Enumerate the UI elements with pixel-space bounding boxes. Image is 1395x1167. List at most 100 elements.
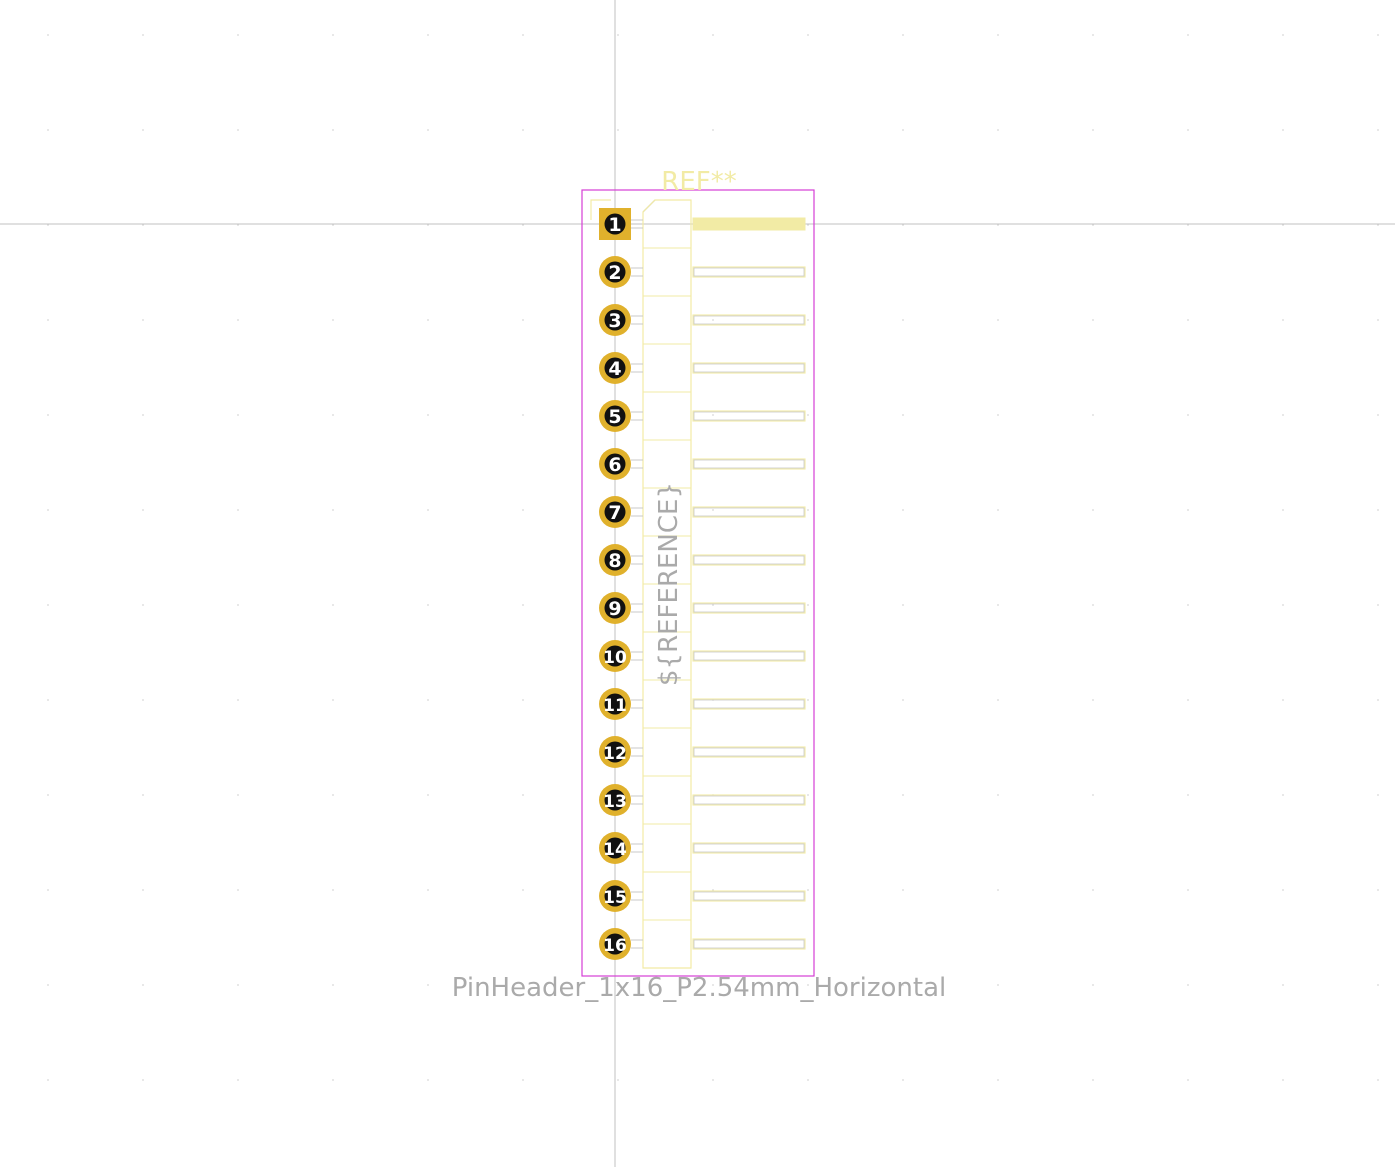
grid-dot [1377,794,1379,796]
pin-lead-fab [693,843,805,853]
grid-dot [807,794,809,796]
grid-dot [142,984,144,986]
pad-drill-hole [604,357,626,379]
courtyard-outline [581,189,815,977]
grid-dot [427,34,429,36]
pad-6[interactable]: 6 [599,448,631,480]
pin-lead-fab [693,363,805,373]
pin-lead [692,650,806,662]
pin-lead [692,314,806,326]
grid-dot [1282,794,1284,796]
pin-lead-fab [693,699,805,709]
pad-number-label: 1 [608,214,621,236]
grid-dot [1187,319,1189,321]
grid-dot [902,699,904,701]
grid-dot [617,34,619,36]
grid-dot [997,129,999,131]
grid-dot [522,414,524,416]
grid-dot [1187,1079,1189,1081]
pad-9[interactable]: 9 [599,592,631,624]
pin1-marker [590,199,611,220]
grid-dot [1187,794,1189,796]
grid-dot [237,604,239,606]
grid-dot [807,319,809,321]
pad-14[interactable]: 14 [599,832,631,864]
grid-dot [1187,699,1189,701]
pad-11[interactable]: 11 [599,688,631,720]
grid-dot [902,414,904,416]
grid-dot [1187,984,1189,986]
pad-number-label: 14 [603,840,627,860]
reference-label[interactable]: REF** [661,167,736,197]
grid-dot [807,34,809,36]
grid-dot [522,509,524,511]
grid-dot [1377,604,1379,606]
grid-dot [1092,224,1094,226]
grid-dot [142,889,144,891]
pad-number-label: 4 [608,358,621,380]
grid-dot [522,889,524,891]
pin-lead-fab [693,939,805,949]
pad-1[interactable]: 1 [599,208,631,240]
pad-2[interactable]: 2 [599,256,631,288]
grid-dot [617,984,619,986]
pad-12[interactable]: 12 [599,736,631,768]
grid-dot [1092,889,1094,891]
pad-drill-hole [604,261,626,283]
grid-dot [1092,509,1094,511]
pad-3[interactable]: 3 [599,304,631,336]
grid-dot [237,1079,239,1081]
grid-dot [237,319,239,321]
grid-dot [1377,889,1379,891]
grid-dot [902,984,904,986]
grid-dot [332,129,334,131]
grid-dot [1282,604,1284,606]
grid-dot [332,509,334,511]
grid-dot [427,794,429,796]
grid-dot [807,889,809,891]
grid-dot [332,224,334,226]
pad-13[interactable]: 13 [599,784,631,816]
grid-dot [1377,984,1379,986]
pad-drill-hole [604,213,626,235]
fab-pin-outlines [631,217,806,950]
pad-number-label: 12 [603,744,627,764]
grid-dot [332,699,334,701]
grid-dot [1092,699,1094,701]
grid-dot [427,699,429,701]
pad-16[interactable]: 16 [599,928,631,960]
pad-15[interactable]: 15 [599,880,631,912]
grid-dot [807,984,809,986]
grid-dot [1282,319,1284,321]
grid-dot [1282,224,1284,226]
grid-dot [1377,224,1379,226]
grid-dot [902,319,904,321]
pad-drill-hole [604,309,626,331]
grid-dot [1187,604,1189,606]
pad-4[interactable]: 4 [599,352,631,384]
pad-number-label: 6 [608,454,621,476]
grid-dot [332,889,334,891]
fab-reference-label[interactable]: ${REFERENCE} [654,482,684,686]
footprint-value-label[interactable]: PinHeader_1x16_P2.54mm_Horizontal [452,973,946,1003]
pin-lead [692,842,806,854]
grid-dot [712,34,714,36]
grid-dot [902,129,904,131]
grid-dot [427,509,429,511]
pad-5[interactable]: 5 [599,400,631,432]
pad-8[interactable]: 8 [599,544,631,576]
pad-10[interactable]: 10 [599,640,631,672]
pad-7[interactable]: 7 [599,496,631,528]
grid-dot [997,794,999,796]
grid-dot [332,1079,334,1081]
grid-dot [1092,34,1094,36]
grid-dot [237,414,239,416]
grid-dot [1282,129,1284,131]
pad-drill-hole [604,741,626,763]
grid-dot [1282,34,1284,36]
grid-dot [1377,699,1379,701]
grid-dot [142,794,144,796]
pin-lead-fab [693,507,805,517]
